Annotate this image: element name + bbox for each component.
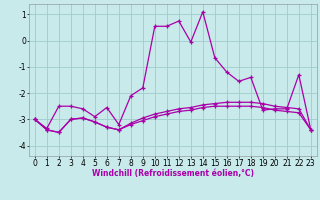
- X-axis label: Windchill (Refroidissement éolien,°C): Windchill (Refroidissement éolien,°C): [92, 169, 254, 178]
